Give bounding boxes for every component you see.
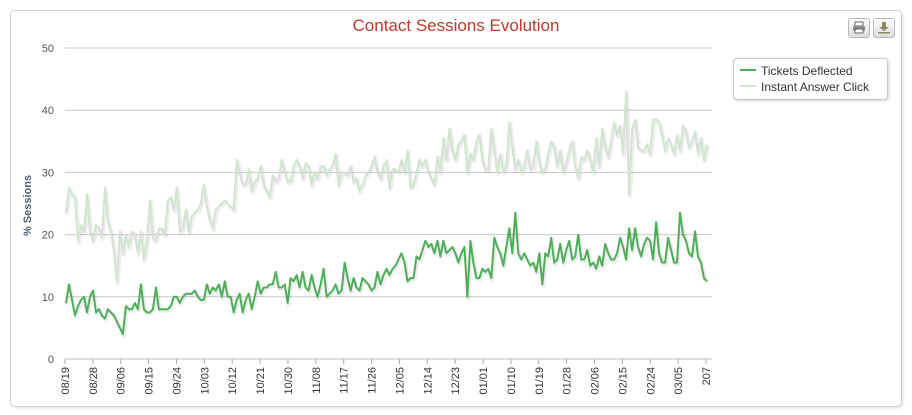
x-tick-label: 01/10	[506, 367, 518, 395]
series-line-instant-answer-click[interactable]	[65, 90, 708, 283]
series-lines	[65, 90, 710, 338]
x-tick-label: 10/21	[255, 367, 267, 395]
x-tick-label: 01/01	[478, 367, 490, 395]
x-tick-label: 12/05	[394, 367, 406, 395]
x-tick-label: 207	[701, 367, 713, 385]
x-tick-label: 01/19	[534, 367, 546, 395]
legend-item-instant-answer-click[interactable]: Instant Answer Click	[740, 80, 869, 94]
x-axis-ticks: 08/19 08/28 09/06 09/15 09/24 10/03 10/12 10/21…	[60, 359, 713, 395]
x-tick-label: 02/24	[645, 367, 657, 395]
chart-legend: Tickets Deflected Instant Answer Click	[733, 58, 888, 100]
x-tick-label: 09/24	[171, 367, 183, 395]
chart-title: Contact Sessions Evolution	[352, 16, 560, 35]
download-button[interactable]	[873, 18, 895, 38]
y-tick-label: 20	[42, 230, 54, 242]
x-tick-label: 11/26	[367, 367, 379, 394]
x-tick-label: 12/14	[422, 367, 434, 395]
y-tick-label: 0	[48, 354, 54, 366]
x-tick-label: 01/28	[562, 367, 574, 395]
legend-swatch	[740, 84, 756, 87]
x-tick-label: 11/08	[311, 367, 323, 394]
x-tick-label: 09/15	[144, 367, 156, 395]
series-shadow	[65, 91, 710, 285]
legend-item-tickets-deflected[interactable]: Tickets Deflected	[740, 64, 853, 78]
y-tick-label: 40	[42, 105, 54, 117]
x-tick-label: 03/05	[673, 367, 685, 395]
x-tick-label: 11/17	[339, 367, 351, 394]
y-axis-ticks: 0 10 20 30 40 50	[42, 43, 54, 366]
legend-label: Instant Answer Click	[761, 80, 870, 94]
legend-swatch	[740, 68, 756, 71]
print-button[interactable]	[848, 18, 870, 38]
x-tick-label: 02/15	[617, 367, 629, 395]
printer-icon	[853, 21, 865, 34]
y-tick-label: 10	[42, 292, 54, 304]
y-tick-label: 30	[42, 167, 54, 179]
x-tick-label: 10/30	[283, 367, 295, 395]
y-tick-label: 50	[42, 43, 54, 55]
x-tick-label: 09/06	[116, 367, 128, 395]
x-tick-label: 10/03	[199, 367, 211, 395]
x-tick-label: 08/19	[60, 367, 72, 395]
x-tick-label: 12/23	[450, 367, 462, 395]
legend-label: Tickets Deflected	[761, 64, 853, 78]
x-tick-label: 08/28	[88, 367, 100, 395]
download-icon	[878, 22, 890, 34]
series-line-tickets-deflected[interactable]	[65, 211, 708, 336]
x-tick-label: 02/06	[590, 367, 602, 395]
x-tick-label: 10/12	[227, 367, 239, 395]
